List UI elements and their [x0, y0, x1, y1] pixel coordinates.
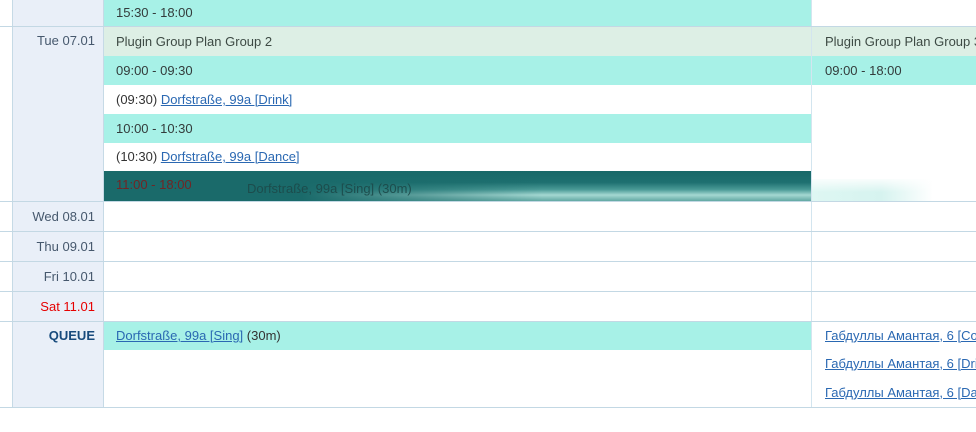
day-block-thursday: Thu 09.01: [0, 231, 976, 261]
empty-day-row[interactable]: [811, 232, 976, 261]
event-time-prefix: (10:30): [116, 149, 161, 164]
busy-event-title: Dorfstraße, 99a [Sing] (30m): [247, 181, 412, 196]
date-cell-saturday: Sat 11.01: [12, 292, 104, 321]
empty-cell: [104, 350, 811, 378]
event-location-link[interactable]: Dorfstraße, 99a [Dance]: [160, 149, 300, 164]
empty-day-row[interactable]: [104, 292, 811, 321]
empty-cell: [811, 143, 976, 171]
empty-cell: [104, 378, 811, 407]
left-gutter: [0, 232, 12, 261]
empty-day-row[interactable]: [811, 262, 976, 291]
free-slot-row[interactable]: 09:00 - 09:30: [104, 56, 811, 85]
day-block-tuesday: Tue 07.01 Plugin Group Plan Group 2 Plug…: [0, 26, 976, 201]
queue-item-row: Dorfstraße, 99a [Sing] (30m): [104, 322, 811, 350]
event-time-prefix: (09:30): [116, 92, 161, 107]
empty-day-row[interactable]: [104, 232, 811, 261]
left-gutter: [0, 322, 12, 407]
group-plan-header-right: Plugin Group Plan Group 3: [811, 27, 976, 56]
left-gutter: [0, 0, 12, 26]
queue-item-row: Габдуллы Амантая, 6 [Dri: [811, 350, 976, 378]
event-location-link[interactable]: Dorfstraße, 99a [Drink]: [160, 92, 293, 107]
day-block-partial: 15:30 - 18:00: [0, 0, 976, 26]
day-block-friday: Fri 10.01: [0, 261, 976, 291]
date-cell-wednesday: Wed 08.01: [12, 202, 104, 231]
date-cell-empty: [12, 0, 104, 26]
queue-block: QUEUE Dorfstraße, 99a [Sing] (30m) Габду…: [0, 321, 976, 408]
left-gutter: [0, 202, 12, 231]
queue-location-link[interactable]: Dorfstraße, 99a [Sing]: [116, 328, 244, 343]
group-plan-header-left: Plugin Group Plan Group 2: [104, 27, 811, 56]
empty-cell: [811, 85, 976, 114]
busy-overflow-cell: [811, 171, 976, 201]
queue-location-link[interactable]: Габдуллы Амантая, 6 [Dri: [825, 356, 976, 371]
busy-fade-block: [812, 179, 938, 201]
empty-cell: [811, 114, 976, 143]
free-slot-row[interactable]: 15:30 - 18:00: [104, 0, 811, 26]
queue-duration: (30m): [243, 328, 281, 343]
queue-label-cell: QUEUE: [12, 322, 104, 407]
empty-cell: [811, 0, 976, 26]
date-cell-friday: Fri 10.01: [12, 262, 104, 291]
empty-day-row[interactable]: [811, 292, 976, 321]
busy-time-range: 11:00 - 18:00: [116, 177, 192, 192]
free-slot-row[interactable]: 10:00 - 10:30: [104, 114, 811, 143]
queue-location-link[interactable]: Габдуллы Амантая, 6 [Co: [825, 328, 976, 343]
left-gutter: [0, 262, 12, 291]
date-cell-tuesday: Tue 07.01: [12, 27, 104, 201]
left-gutter: [0, 27, 12, 201]
date-cell-thursday: Thu 09.01: [12, 232, 104, 261]
empty-day-row[interactable]: [104, 262, 811, 291]
day-block-saturday: Sat 11.01: [0, 291, 976, 321]
queue-item-row: Габдуллы Амантая, 6 [Co: [811, 322, 976, 350]
empty-day-row[interactable]: [104, 202, 811, 231]
event-row: (09:30) Dorfstraße, 99a [Drink]: [104, 85, 811, 114]
left-gutter: [0, 292, 12, 321]
day-block-wednesday: Wed 08.01: [0, 201, 976, 231]
free-slot-row[interactable]: 09:00 - 18:00: [811, 56, 976, 85]
empty-day-row[interactable]: [811, 202, 976, 231]
queue-location-link[interactable]: Габдуллы Амантая, 6 [Da: [825, 385, 976, 400]
queue-item-row: Габдуллы Амантая, 6 [Da: [811, 378, 976, 407]
busy-event-bar[interactable]: 11:00 - 18:00 Dorfstraße, 99a [Sing] (30…: [104, 171, 811, 201]
event-row: (10:30) Dorfstraße, 99a [Dance]: [104, 143, 811, 171]
